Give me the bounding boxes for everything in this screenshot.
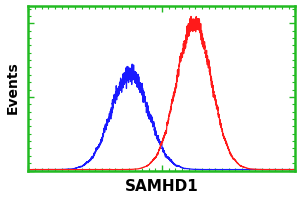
X-axis label: SAMHD1: SAMHD1 bbox=[125, 179, 199, 194]
Y-axis label: Events: Events bbox=[5, 62, 20, 114]
